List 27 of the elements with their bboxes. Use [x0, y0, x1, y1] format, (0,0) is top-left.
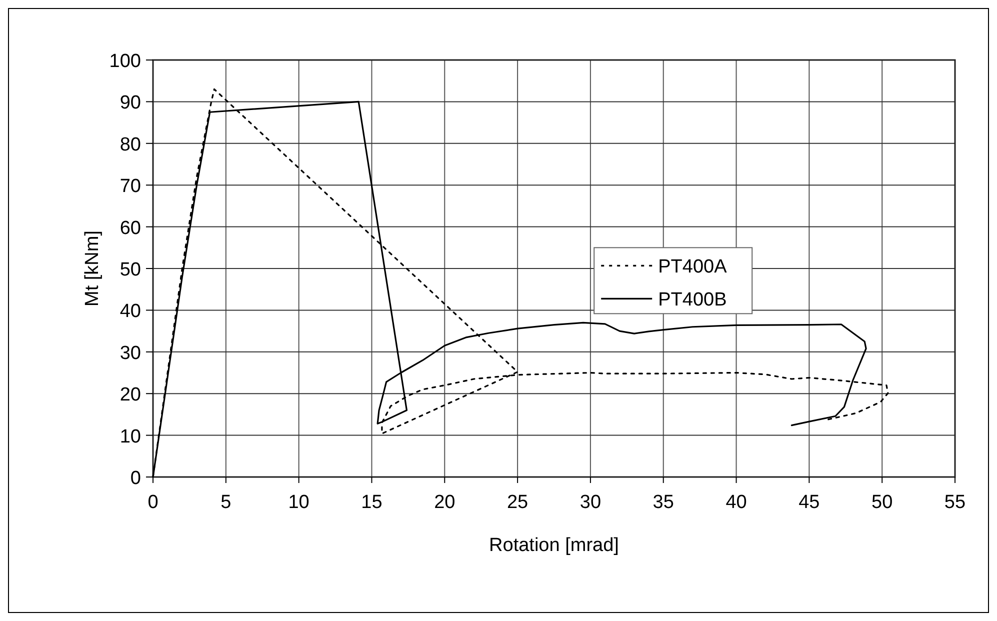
legend-label: PT400A — [658, 256, 728, 278]
x-tick-label: 25 — [506, 492, 528, 513]
x-tick-label: 35 — [652, 492, 674, 513]
legend-label: PT400B — [658, 290, 727, 311]
y-tick-label: 30 — [120, 342, 141, 364]
y-tick-label: 70 — [120, 176, 141, 198]
x-tick-label: 0 — [148, 492, 158, 513]
y-tick-label: 10 — [120, 426, 141, 448]
x-axis-title: Rotation [mrad] — [489, 535, 619, 556]
y-tick-label: 20 — [120, 384, 141, 406]
y-tick-label: 90 — [120, 92, 141, 114]
x-tick-label: 10 — [288, 492, 310, 513]
y-tick-label: 80 — [120, 134, 141, 156]
y-axis-title: Mt [kNm] — [82, 230, 103, 306]
y-tick-label: 0 — [130, 468, 141, 489]
y-tick-label: 60 — [120, 218, 141, 239]
y-tick-label: 40 — [120, 301, 141, 322]
y-tick-label: 100 — [109, 51, 141, 72]
y-tick-label: 50 — [120, 260, 141, 280]
x-tick-label: 5 — [220, 492, 232, 513]
x-tick-label: 50 — [872, 492, 893, 513]
x-tick-label: 20 — [434, 492, 456, 513]
x-tick-label: 55 — [944, 492, 966, 513]
x-tick-label: 45 — [798, 492, 820, 513]
x-tick-label: 40 — [726, 492, 747, 513]
x-tick-label: 30 — [580, 492, 602, 513]
x-tick-label: 15 — [361, 492, 382, 513]
